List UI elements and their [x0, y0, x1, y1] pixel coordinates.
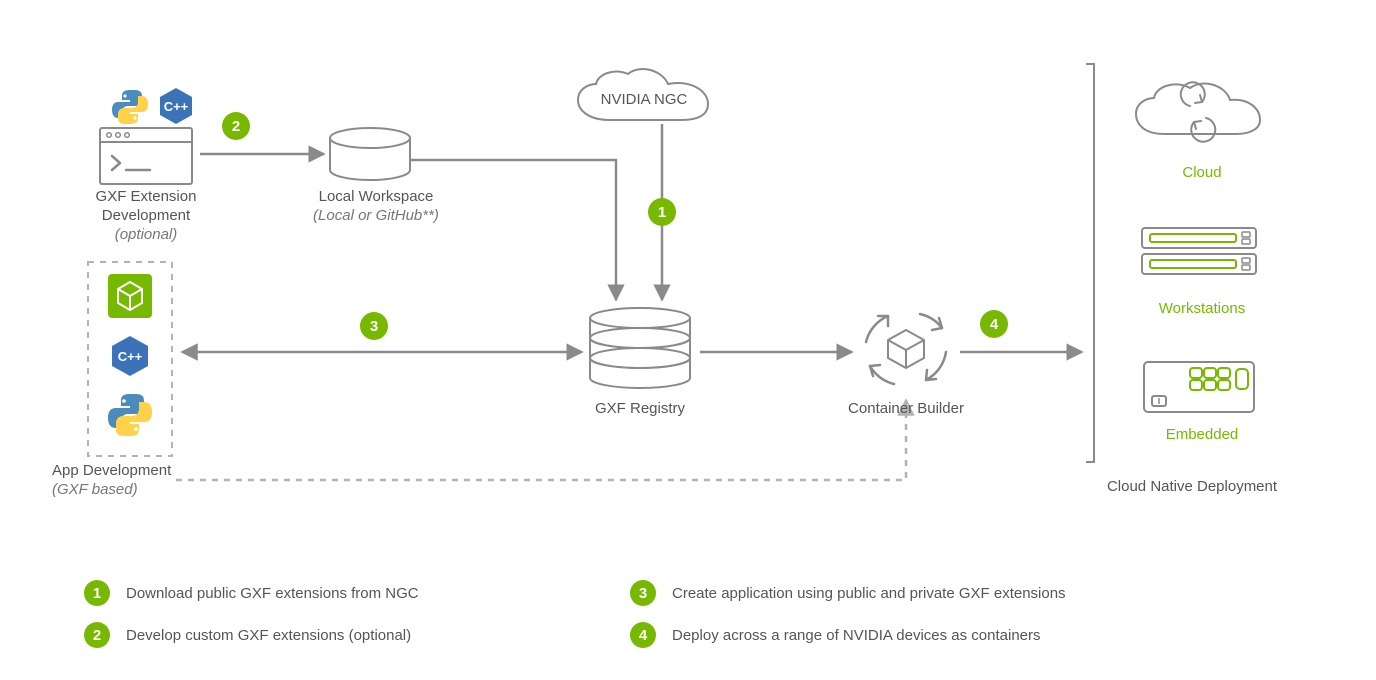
cpp-icon: C++: [112, 336, 148, 376]
legend-1: 1 Download public GXF extensions from NG…: [84, 580, 419, 606]
legend-4: 4 Deploy across a range of NVIDIA device…: [630, 622, 1041, 648]
legend-2: 2 Develop custom GXF extensions (optiona…: [84, 622, 411, 648]
label-ext-dev: GXF Extension Development (optional): [66, 188, 226, 244]
node-app-dev: C++: [88, 262, 172, 456]
badge-2: 2: [222, 112, 250, 140]
node-container-builder: [866, 314, 946, 384]
badge-3: 3: [360, 312, 388, 340]
terminal-icon: [100, 128, 192, 184]
label-deploy-title: Cloud Native Deployment: [1082, 478, 1302, 497]
label-workspace: Local Workspace (Local or GitHub**): [296, 188, 456, 226]
python-icon: [108, 394, 152, 436]
edge-workspace-registry: [410, 160, 616, 300]
deploy-workstations-icon: [1142, 228, 1256, 274]
label-app-dev: App Development (GXF based): [52, 462, 212, 500]
label-registry: GXF Registry: [560, 400, 720, 419]
node-workspace: [330, 128, 410, 180]
badge-1: 1: [648, 198, 676, 226]
label-deploy-emb: Embedded: [1132, 426, 1272, 445]
node-deploy: [1086, 64, 1260, 462]
label-builder: Container Builder: [826, 400, 986, 419]
svg-text:3: 3: [370, 318, 378, 335]
python-icon: [112, 90, 148, 124]
svg-text:C++: C++: [164, 99, 189, 114]
label-deploy-cloud: Cloud: [1132, 164, 1272, 183]
node-ngc: NVIDIA NGC: [578, 69, 708, 120]
badge-4: 4: [980, 310, 1008, 338]
svg-text:2: 2: [232, 118, 240, 135]
svg-text:C++: C++: [118, 349, 143, 364]
edge-appdev-builder: [176, 400, 906, 480]
label-deploy-ws: Workstations: [1132, 300, 1272, 319]
deploy-embedded-icon: [1144, 362, 1254, 412]
diagram-stage: C++ NVIDIA NGC: [0, 0, 1376, 680]
deploy-cloud-icon: [1136, 82, 1260, 141]
diagram-svg: C++ NVIDIA NGC: [0, 0, 1376, 680]
svg-text:4: 4: [990, 316, 999, 333]
node-ext-dev: C++: [100, 88, 192, 184]
legend-3: 3 Create application using public and pr…: [630, 580, 1066, 606]
node-registry: [590, 308, 690, 388]
cpp-icon: C++: [160, 88, 192, 124]
ngc-label: NVIDIA NGC: [601, 91, 688, 108]
svg-text:1: 1: [658, 204, 666, 221]
